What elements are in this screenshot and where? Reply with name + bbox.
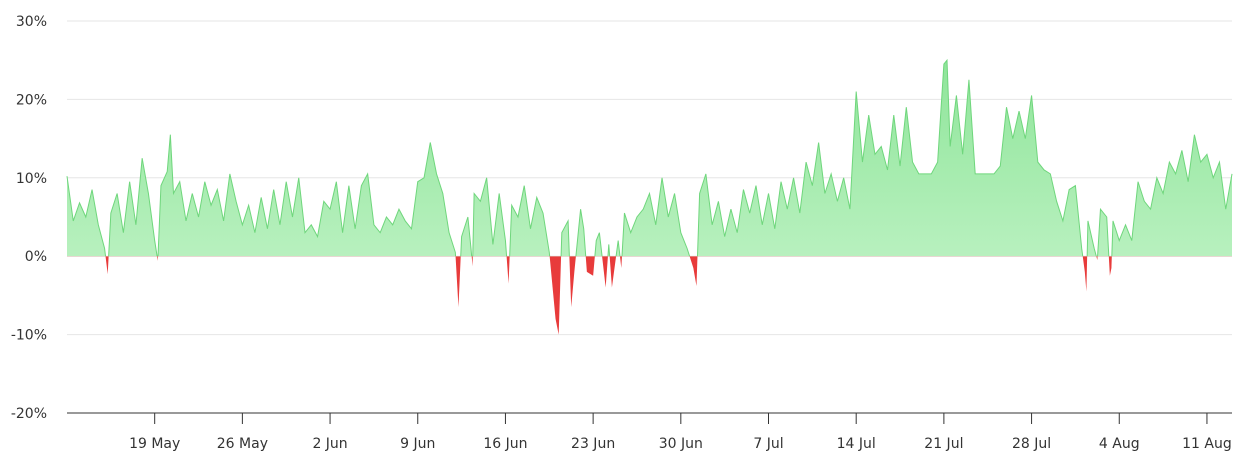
plot-area [66, 58, 1233, 335]
positive-area [67, 60, 1232, 257]
x-tick-label: 28 Jul [1012, 436, 1051, 452]
x-tick-label: 26 May [217, 436, 268, 452]
y-tick-label: -20% [11, 406, 47, 422]
x-tick-label: 2 Jun [312, 436, 347, 452]
positive-line [66, 58, 1233, 257]
x-tick-label: 14 Jul [837, 436, 876, 452]
x-tick-label: 11 Aug [1182, 436, 1232, 452]
x-tick-label: 4 Aug [1099, 436, 1140, 452]
y-tick-label: -10% [11, 328, 47, 344]
y-tick-label: 30% [16, 14, 47, 30]
grid [67, 20, 1232, 336]
x-tick-label: 7 Jul [753, 436, 783, 452]
x-tick-label: 21 Jul [924, 436, 963, 452]
x-axis-labels: 19 May 26 May 2 Jun 9 Jun 16 Jun 23 Jun 30 Jun… [129, 436, 1232, 452]
y-tick-label: 20% [16, 92, 47, 108]
x-tick-label: 16 Jun [483, 436, 527, 452]
y-axis-labels: 30% 20% 10% 0% -10% -20% [11, 14, 47, 422]
x-axis [67, 412, 1232, 424]
y-tick-label: 10% [16, 171, 47, 187]
y-tick-label: 0% [25, 249, 47, 265]
x-tick-label: 9 Jun [400, 436, 435, 452]
x-tick-label: 30 Jun [659, 436, 703, 452]
x-tick-label: 23 Jun [571, 436, 615, 452]
x-tick-label: 19 May [129, 436, 180, 452]
